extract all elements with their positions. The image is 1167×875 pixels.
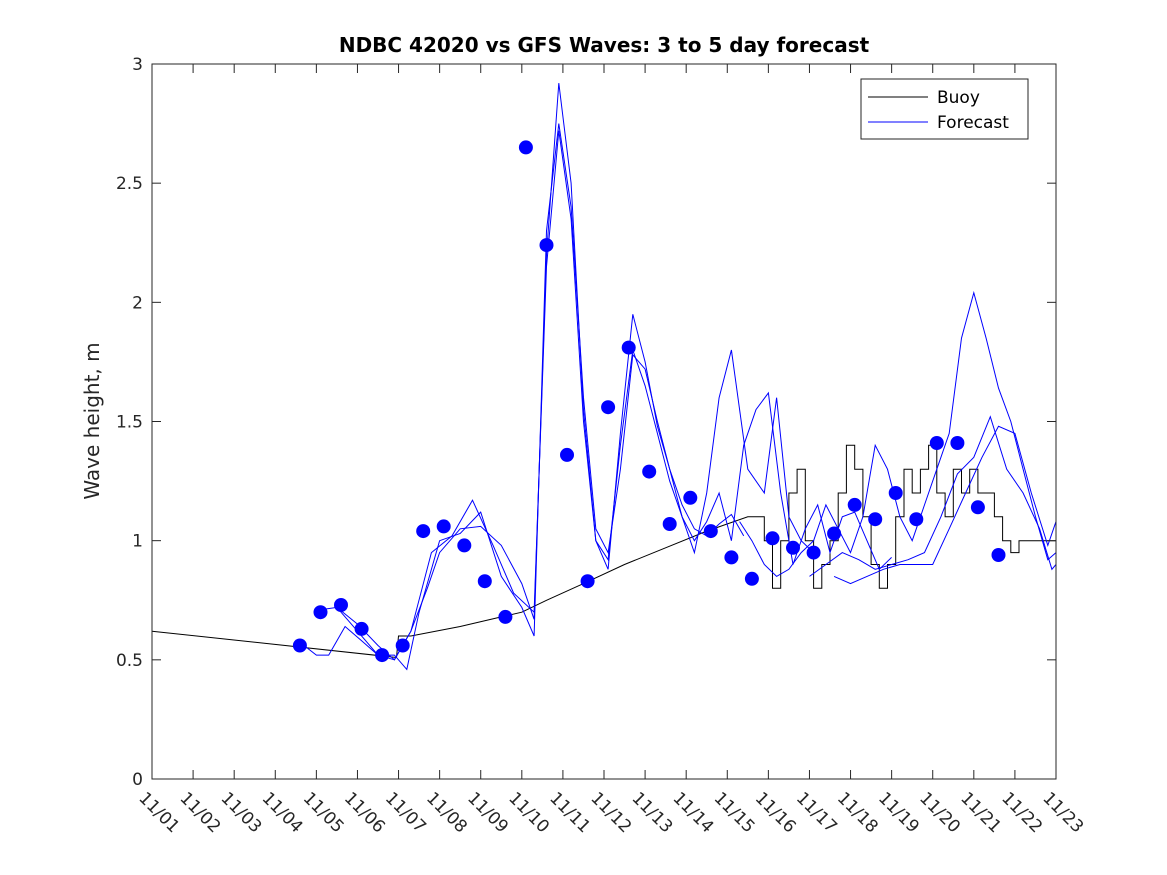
plot-area: 11/0111/0211/0311/0411/0511/0611/0711/08… bbox=[116, 55, 1087, 837]
forecast-marker bbox=[477, 574, 492, 589]
y-tick-label: 1 bbox=[132, 532, 143, 552]
forecast-marker bbox=[498, 609, 513, 624]
forecast-marker bbox=[642, 464, 657, 479]
forecast-marker bbox=[436, 519, 451, 534]
forecast-marker bbox=[662, 517, 677, 531]
axes-background bbox=[152, 64, 1056, 779]
forecast-marker bbox=[888, 486, 903, 500]
forecast-marker bbox=[827, 526, 842, 541]
forecast-marker bbox=[539, 238, 554, 253]
y-tick-label: 0.5 bbox=[116, 651, 143, 671]
forecast-marker bbox=[621, 340, 636, 355]
forecast-marker bbox=[868, 512, 883, 527]
forecast-marker bbox=[847, 497, 862, 512]
forecast-marker bbox=[806, 545, 821, 560]
forecast-marker bbox=[786, 540, 800, 555]
legend-buoy-label: Buoy bbox=[937, 88, 980, 108]
forecast-marker bbox=[950, 436, 965, 450]
legend-forecast-label: Forecast bbox=[937, 113, 1009, 133]
forecast-marker bbox=[518, 140, 533, 155]
y-tick-label: 2 bbox=[132, 293, 143, 313]
forecast-line-5 bbox=[809, 415, 1057, 577]
forecast-marker bbox=[313, 605, 328, 620]
forecast-marker bbox=[334, 598, 348, 612]
forecast-marker bbox=[970, 500, 985, 515]
forecast-marker bbox=[395, 638, 410, 653]
forecast-marker bbox=[765, 531, 780, 546]
forecast-marker bbox=[560, 447, 574, 462]
y-tick-label: 2.5 bbox=[116, 174, 143, 194]
forecast-marker bbox=[703, 524, 718, 539]
forecast-marker bbox=[580, 574, 595, 589]
forecast-marker bbox=[683, 490, 698, 505]
forecast-marker bbox=[354, 621, 369, 636]
marker-layer bbox=[292, 140, 1006, 663]
forecast-marker bbox=[292, 638, 307, 653]
y-tick-label: 3 bbox=[132, 55, 143, 75]
forecast-marker bbox=[929, 436, 944, 450]
forecast-marker bbox=[909, 512, 924, 527]
y-tick-label: 1.5 bbox=[116, 413, 143, 433]
forecast-marker bbox=[744, 571, 759, 586]
legend-box bbox=[860, 78, 1029, 140]
forecast-line-4 bbox=[739, 290, 1057, 578]
forecast-marker bbox=[416, 524, 431, 539]
chart-title: NDBC 42020 vs GFS Waves: 3 to 5 day fore… bbox=[339, 33, 870, 57]
forecast-marker bbox=[724, 550, 739, 565]
forecast-marker bbox=[991, 548, 1006, 562]
y-axis: 0 0.5 1 1.5 2 2.5 3 bbox=[116, 55, 1056, 790]
forecast-marker bbox=[457, 538, 472, 553]
legend: Buoy Forecast bbox=[860, 78, 1029, 140]
y-tick-label: 0 bbox=[132, 770, 143, 790]
forecast-line-6 bbox=[833, 425, 1057, 585]
forecast-marker bbox=[601, 400, 616, 415]
forecast-line-3 bbox=[336, 130, 892, 661]
forecast-marker bbox=[375, 648, 390, 663]
y-axis-label: Wave height, m bbox=[80, 342, 104, 499]
